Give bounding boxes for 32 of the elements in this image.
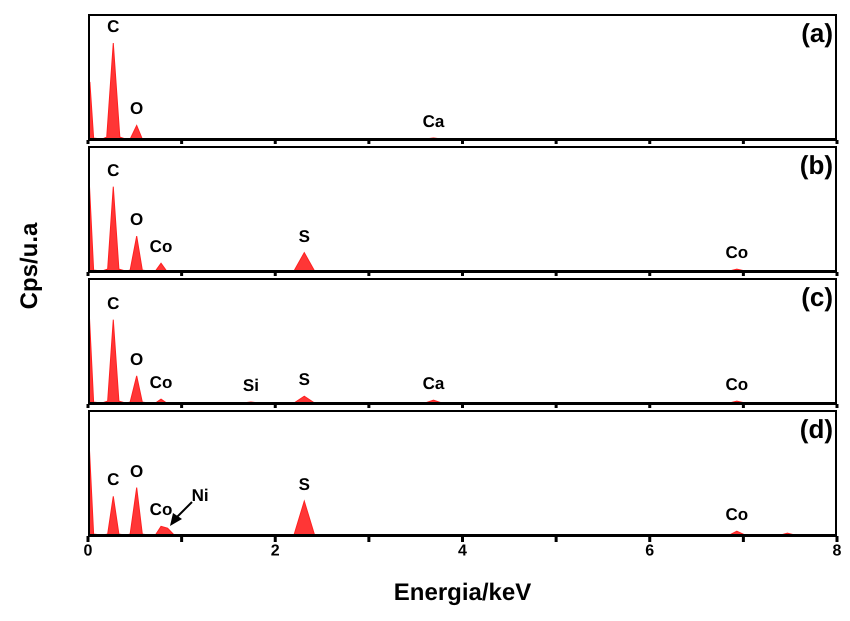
annotation: O <box>130 99 144 120</box>
x-tick-label: 8 <box>832 542 842 560</box>
annotation: O <box>130 462 144 482</box>
annotation: Co <box>725 505 748 526</box>
annotation: C <box>107 470 120 490</box>
annotation: C <box>107 160 120 181</box>
annotation: Ca <box>422 112 444 132</box>
annotation: O <box>130 210 144 230</box>
annotation: Co <box>725 243 748 264</box>
x-tick-label: 4 <box>458 542 468 560</box>
annotation: S <box>298 370 310 390</box>
annotation: Ca <box>422 374 444 394</box>
annotation: (b) <box>800 150 833 181</box>
x-axis-title: Energia/keV <box>394 579 532 606</box>
annotation: (a) <box>801 18 833 49</box>
annotation: Si <box>242 376 259 396</box>
annotation: O <box>130 350 144 370</box>
annotation: Co <box>725 375 748 396</box>
annotation: Co <box>150 237 172 258</box>
x-tick-label: 0 <box>84 542 93 560</box>
annotation: Co <box>150 500 172 520</box>
annotation: Co <box>150 373 172 394</box>
annotation: C <box>107 294 120 314</box>
annotation: S <box>298 226 310 247</box>
y-axis-title: Cps/u.a <box>16 222 44 310</box>
annotation: (c) <box>801 282 833 313</box>
annotation: (d) <box>800 414 833 445</box>
annotation: S <box>298 475 310 496</box>
annotation: C <box>107 17 120 38</box>
annotation: Ni <box>192 486 209 506</box>
x-tick-label: 2 <box>270 542 280 560</box>
x-tick-label: 6 <box>645 542 654 560</box>
